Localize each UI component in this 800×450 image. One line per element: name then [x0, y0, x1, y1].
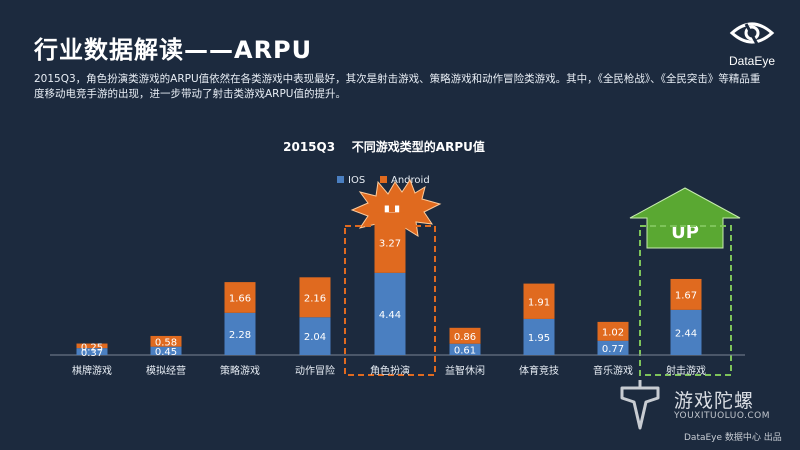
bar-ios [224, 312, 256, 355]
category-label: 射击游戏 [666, 364, 706, 377]
bar-android [449, 327, 481, 344]
chart-title: 2015Q3 不同游戏类型的ARPU值 [283, 139, 485, 154]
up-label: UP [671, 222, 699, 243]
legend-ios-swatch [337, 176, 344, 183]
label-ios: 0.77 [602, 344, 624, 355]
spinning-top-icon [620, 380, 660, 430]
category-label: 角色扮演 [370, 364, 410, 377]
up-highlight-box [639, 225, 732, 376]
bar-ios [449, 343, 481, 355]
bar-ios [670, 309, 702, 355]
legend-android-swatch [380, 176, 387, 183]
bar-android [224, 282, 256, 313]
up-arrow-icon [629, 187, 741, 249]
label-ios: 0.45 [155, 347, 177, 358]
bar-ios [374, 272, 406, 355]
label-ios: 1.95 [528, 333, 550, 344]
page-title: 行业数据解读——ARPU [34, 36, 313, 64]
up-callout: UP [629, 187, 741, 249]
watermark-cn: 游戏陀螺 [674, 390, 755, 412]
label-ios: 0.37 [81, 348, 103, 359]
watermark-en: YOUXITUOLUO.COM [674, 411, 771, 421]
bar-ios [150, 346, 182, 355]
bar-android [374, 212, 406, 273]
label-android: 0.25 [81, 343, 103, 354]
description-text: 2015Q3，角色扮演类游戏的ARPU值依然在各类游戏中表现最好，其次是射击游戏… [34, 73, 761, 100]
eye-icon [729, 22, 775, 45]
label-android: 0.86 [454, 332, 476, 343]
bar-android [150, 335, 182, 347]
bar-android [597, 321, 629, 341]
legend: IOS Android [337, 175, 430, 186]
label-android: 3.27 [379, 239, 401, 250]
label-ios: 2.44 [675, 328, 697, 339]
category-label: 模拟经营 [146, 364, 186, 377]
bar-ios [597, 340, 629, 355]
label-ios: 2.28 [229, 330, 251, 341]
label-android: 1.66 [229, 293, 251, 304]
category-label: 策略游戏 [220, 364, 260, 377]
label-android: 0.58 [155, 337, 177, 348]
label-android: 1.91 [528, 297, 550, 308]
category-label: 棋牌游戏 [72, 364, 112, 377]
bar-ios [76, 348, 108, 355]
label-android: 1.67 [675, 290, 697, 301]
label-android: 2.16 [304, 293, 326, 304]
label-android: 1.02 [602, 327, 624, 338]
brand-name: DataEye [728, 54, 776, 68]
bar-android [299, 277, 331, 318]
watermark: 游戏陀螺 YOUXITUOLUO.COM [610, 378, 790, 438]
label-ios: 0.61 [454, 345, 476, 356]
bar-android [670, 278, 702, 310]
legend-ios-label: IOS [348, 175, 365, 186]
bars-group: 0.370.25 棋牌游戏 0.450.58 模拟经营 2.28 1.66 策略游戏 2.04… [72, 212, 706, 377]
bar-android [76, 343, 108, 349]
category-label: 体育竞技 [519, 364, 559, 377]
label-ios: 2.04 [304, 332, 326, 343]
bar-ios [523, 318, 555, 355]
category-label: 音乐游戏 [593, 364, 633, 377]
bar-ios [299, 317, 331, 355]
label-ios: 4.44 [379, 310, 401, 321]
dataeye-logo: DataEye [722, 18, 782, 68]
category-label: 益智休闲 [445, 364, 485, 377]
bar-android [523, 283, 555, 319]
credit-text: DataEye 数据中心 出品 [684, 433, 782, 443]
category-label: 动作冒险 [295, 364, 335, 377]
